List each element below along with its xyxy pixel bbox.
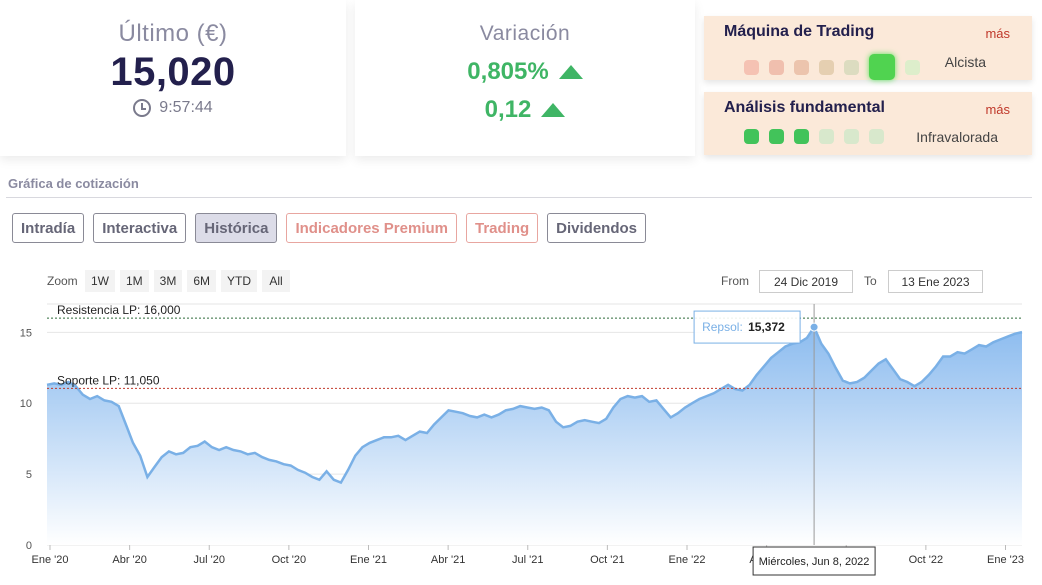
x-tick-label: Ene '22 [669, 554, 706, 566]
tooltip-date: Miércoles, Jun 8, 2022 [759, 556, 870, 568]
fundamental-signal-dot [794, 129, 809, 144]
fundamental-panel: Análisis fundamental más Infravalorada [704, 92, 1032, 155]
x-tick-label: Jul '20 [194, 554, 225, 566]
trading-signal-dot [744, 59, 759, 75]
variation-abs-row: 0,12 [355, 96, 695, 124]
last-price-value: 15,020 [110, 50, 236, 94]
x-tick-label: Oct '22 [909, 554, 944, 566]
trading-signal-dot [869, 54, 895, 80]
tab-hist-rica[interactable]: Histórica [195, 213, 278, 243]
tooltip-series-label: Repsol: [702, 320, 743, 334]
to-label: To [864, 274, 877, 288]
trading-machine-panel: Máquina de Trading más Alcista [704, 16, 1032, 80]
chart-levels-layer: Resistencia LP: 16,000 Soporte LP: 11,050 [47, 303, 1022, 389]
fundamental-signal-dot [744, 129, 759, 144]
last-time: 9:57:44 [159, 99, 213, 116]
x-tick-label: Oct '20 [272, 554, 307, 566]
zoom-button-ytd[interactable]: YTD [221, 270, 258, 292]
trading-signal-dots [744, 54, 920, 80]
tooltip-value: 15,372 [748, 320, 785, 334]
zoom-button-1m[interactable]: 1M [120, 270, 149, 292]
last-time-row: 9:57:44 [0, 99, 346, 117]
tooltip-box [693, 310, 801, 344]
zoom-button-all[interactable]: All [262, 270, 291, 292]
x-tick-label: Ene '20 [32, 554, 69, 566]
zoom-button-3m[interactable]: 3M [153, 270, 183, 292]
tab-dividendos[interactable]: Dividendos [547, 213, 647, 243]
section-title: Gráfica de cotización [8, 176, 139, 191]
fundamental-signal-dot [869, 129, 884, 144]
hover-point [809, 322, 819, 332]
resistance-label: Resistencia LP: 16,000 [57, 303, 181, 317]
x-tick-label: Abr '20 [112, 554, 147, 566]
zoom-button-6m[interactable]: 6M [187, 270, 217, 292]
trading-signal-dot [769, 59, 784, 75]
zoom-button-1w[interactable]: 1W [85, 270, 115, 292]
trading-signal-dot [844, 59, 859, 75]
last-price-title: Último (€) [118, 20, 228, 47]
tab-intrad-a[interactable]: Intradía [12, 213, 85, 243]
variation-percent: 0,805% [467, 58, 549, 85]
tab-interactiva[interactable]: Interactiva [93, 213, 187, 243]
fundamental-more-link[interactable]: más [985, 102, 1010, 117]
chart-axis-layer: Ene '20 Abr '20 Jul '20 Oct '20 Ene '21 Abr '… [32, 545, 1024, 566]
x-tick-label: Ene '21 [350, 554, 387, 566]
price-chart[interactable]: 0 5 10 15 Resistencia LP: 16,000 Soporte LP:… [0, 300, 1042, 585]
zoom-buttons: 1W 1M 3M 6M YTD All [85, 270, 291, 292]
x-tick-label: Abr '21 [431, 554, 466, 566]
support-label: Soporte LP: 11,050 [57, 373, 160, 387]
x-tick-label: Oct '21 [590, 554, 625, 566]
last-price-card: Último (€) 15,020 9:57:44 [0, 0, 346, 156]
fundamental-signal-dot [769, 129, 784, 144]
chart-area-layer [46, 324, 1023, 545]
tab-indicadores-premium[interactable]: Indicadores Premium [286, 213, 457, 243]
price-area [47, 327, 1022, 545]
variation-title: Variación [479, 22, 571, 45]
trading-machine-more-link[interactable]: más [985, 26, 1010, 41]
chart-tabs: Intradía Interactiva Histórica Indicadores … [12, 213, 647, 243]
y-tick-label: 10 [20, 398, 32, 410]
trading-machine-status: Alcista [944, 54, 986, 70]
variation-card: Variación 0,805% 0,12 [355, 0, 695, 156]
y-tick-label: 15 [20, 327, 32, 339]
y-tick-label: 5 [26, 469, 32, 481]
y-tick-label: 0 [26, 540, 32, 552]
x-tick-label: Ene '23 [987, 554, 1024, 566]
trading-machine-title: Máquina de Trading [724, 23, 875, 40]
from-label: From [721, 274, 749, 288]
section-divider [6, 197, 1032, 198]
zoom-label: Zoom [47, 274, 78, 288]
fundamental-status: Infravalorada [916, 129, 998, 145]
price-line [46, 324, 1023, 485]
trading-signal-dot [905, 59, 920, 75]
to-date-input[interactable]: 13 Ene 2023 [888, 270, 983, 293]
trading-signal-dot [794, 59, 809, 75]
variation-percent-row: 0,805% [355, 58, 695, 86]
chart-tooltip-layer: Repsol: 15,372 Miércoles, Jun 8, 2022 [693, 304, 876, 576]
clock-icon [133, 99, 152, 117]
variation-abs: 0,12 [484, 96, 532, 123]
triangle-up-icon [541, 103, 566, 117]
tab-trading[interactable]: Trading [466, 213, 539, 243]
trading-signal-dot [819, 59, 834, 75]
fundamental-signal-dots [744, 129, 884, 144]
from-date-input[interactable]: 24 Dic 2019 [759, 270, 853, 293]
fundamental-signal-dot [819, 129, 834, 144]
tooltip-date-box [752, 546, 876, 576]
fundamental-signal-dot [844, 129, 859, 144]
fundamental-title: Análisis fundamental [724, 99, 885, 116]
x-tick-label: Jul '21 [512, 554, 543, 566]
triangle-up-icon [558, 65, 583, 79]
